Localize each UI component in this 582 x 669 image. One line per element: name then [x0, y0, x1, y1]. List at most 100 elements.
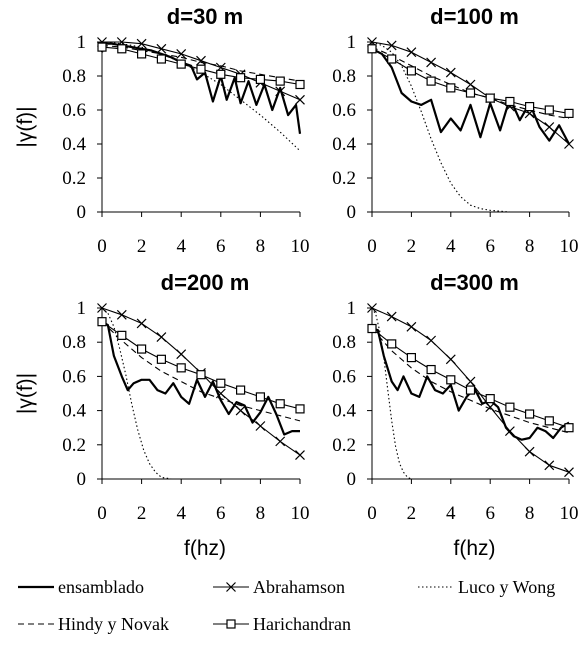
series-line-ensamblado	[371, 327, 570, 441]
x-tick-label: 6	[216, 503, 226, 524]
data-point-harichandran	[97, 317, 107, 327]
panel-title: d=300 m	[430, 270, 519, 295]
chart-panel-3: 00.20.40.60.810 2 4 6 8 10d=200 m|γ(f)|f(hz)	[14, 270, 310, 560]
data-point-harichandran	[275, 76, 285, 86]
data-point-abrahamson	[176, 349, 187, 360]
y-tick-label: 0.2	[332, 435, 356, 456]
data-point-abrahamson	[524, 446, 535, 457]
x-tick-label: 8	[525, 503, 535, 524]
x-tick-label: 0	[97, 236, 107, 257]
panel-title: d=200 m	[161, 270, 250, 295]
legend: ensamblado Abrahamson Luco y Wong Hindy y N…	[18, 577, 555, 634]
y-tick-label: 0.4	[62, 401, 86, 422]
data-point-harichandran	[406, 352, 416, 363]
data-point-abrahamson	[504, 426, 515, 437]
data-point-harichandran	[544, 105, 554, 115]
data-point-harichandran	[196, 370, 206, 380]
data-point-abrahamson	[406, 47, 417, 58]
x-tick-label: 2	[137, 503, 147, 524]
data-point-abrahamson	[176, 48, 187, 59]
data-point-harichandran	[387, 339, 397, 349]
data-point-harichandran	[446, 83, 456, 93]
data-point-abrahamson	[275, 436, 286, 447]
x-tick-label: 4	[176, 503, 186, 524]
data-point-abrahamson	[406, 321, 417, 332]
data-point-abrahamson	[445, 354, 456, 365]
data-point-harichandran	[426, 76, 436, 86]
data-point-abrahamson	[295, 450, 305, 460]
y-tick-label: 1	[77, 298, 87, 319]
data-point-harichandran	[446, 375, 456, 385]
data-point-harichandran	[216, 378, 226, 388]
y-tick-label: 1	[347, 298, 357, 319]
data-point-harichandran	[295, 79, 305, 90]
y-tick-label: 0.6	[62, 366, 86, 387]
data-point-harichandran	[485, 394, 495, 404]
series-line-harichandran	[371, 48, 570, 114]
data-point-abrahamson	[426, 335, 437, 346]
data-point-abrahamson	[544, 460, 555, 471]
data-point-abrahamson	[136, 318, 147, 329]
x-tick-label: 8	[256, 503, 266, 524]
data-point-harichandran	[465, 88, 476, 98]
data-point-harichandran	[524, 101, 535, 112]
data-point-abrahamson	[156, 43, 167, 54]
data-point-abrahamson	[275, 86, 286, 97]
y-tick-label: 0.4	[332, 401, 356, 422]
x-tick-label: 4	[176, 236, 186, 257]
data-point-abrahamson	[564, 467, 574, 478]
data-point-harichandran	[236, 385, 246, 395]
x-tick-label: 2	[407, 236, 417, 257]
data-point-harichandran	[426, 364, 436, 375]
x-axis-label: f(hz)	[184, 537, 226, 560]
x-tick-label: 4	[446, 236, 456, 257]
legend-label-abrahamson: Abrahamson	[253, 577, 345, 597]
data-point-harichandran	[367, 323, 377, 334]
y-tick-label: 0.4	[62, 134, 86, 155]
y-tick-label: 0.8	[62, 66, 86, 87]
x-tick-label: 2	[407, 503, 417, 524]
x-tick-label: 8	[525, 236, 535, 257]
data-point-harichandran	[117, 330, 127, 340]
data-point-harichandran	[406, 66, 416, 76]
series-line-harichandran	[371, 328, 570, 429]
data-point-harichandran	[97, 42, 107, 52]
data-point-harichandran	[176, 59, 186, 69]
data-point-harichandran	[465, 385, 476, 395]
y-axis-label: |γ(f)|	[14, 106, 37, 147]
y-tick-label: 0.8	[62, 332, 86, 353]
data-point-harichandran	[156, 354, 166, 364]
data-point-abrahamson	[196, 55, 206, 66]
data-point-harichandran	[544, 416, 554, 426]
data-point-harichandran	[156, 54, 166, 64]
chart-panel-1: 00.20.40.60.810 2 4 6 8 10d=30 m|γ(f)|	[14, 4, 310, 257]
data-point-harichandran	[137, 344, 147, 354]
x-tick-label: 6	[485, 503, 495, 524]
legend-marker-harichandran	[226, 619, 236, 629]
y-tick-label: 0.6	[332, 100, 356, 121]
data-point-abrahamson	[295, 94, 305, 105]
y-tick-label: 0.2	[62, 168, 86, 189]
x-tick-label: 10	[291, 236, 310, 257]
data-point-harichandran	[564, 108, 574, 119]
data-point-harichandran	[117, 44, 127, 54]
data-point-abrahamson	[156, 332, 167, 342]
data-point-harichandran	[176, 363, 186, 373]
chart-panel-2: 00.20.40.60.810 2 4 6 8 10d=100 m	[332, 4, 578, 257]
data-point-abrahamson	[465, 79, 476, 90]
data-point-harichandran	[275, 399, 285, 409]
data-point-harichandran	[505, 402, 515, 412]
data-point-harichandran	[295, 404, 305, 414]
data-point-harichandran	[216, 69, 226, 79]
y-tick-label: 0.8	[332, 66, 356, 87]
series-line-ensamblado	[100, 42, 302, 134]
data-point-abrahamson	[564, 139, 574, 149]
data-point-harichandran	[255, 74, 265, 85]
legend-label-ensamblado: ensamblado	[58, 577, 144, 597]
y-tick-label: 1	[347, 32, 357, 53]
x-tick-label: 6	[485, 236, 495, 257]
x-tick-label: 10	[560, 503, 579, 524]
data-point-harichandran	[505, 96, 515, 107]
series-line-ensamblado	[371, 47, 570, 145]
data-point-abrahamson	[386, 311, 397, 322]
